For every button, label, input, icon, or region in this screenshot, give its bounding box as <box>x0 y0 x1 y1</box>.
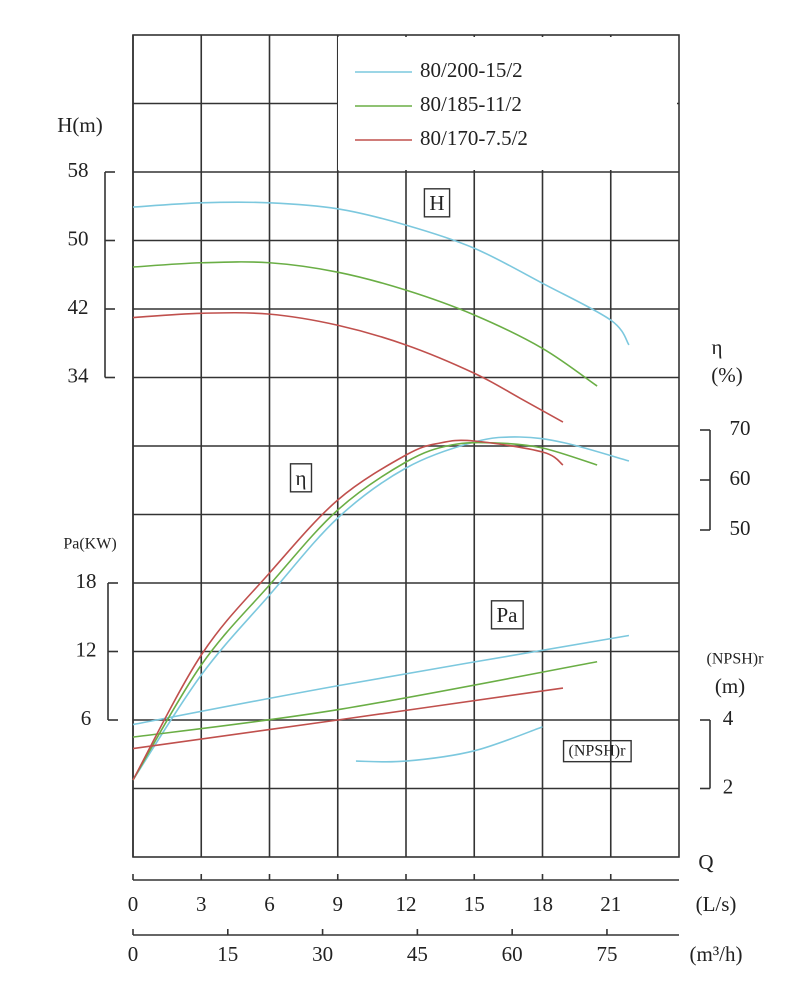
x-tick-label: 6 <box>264 892 275 916</box>
y-tick-label: 2 <box>723 774 734 798</box>
y-axis-unit: (m) <box>715 674 745 698</box>
y-tick-label: 50 <box>730 516 751 540</box>
x-tick-label: 21 <box>600 892 621 916</box>
x-tick-label: 12 <box>396 892 417 916</box>
x-axis-unit: (L/s) <box>696 892 737 916</box>
curve-label: H <box>429 191 444 215</box>
curve <box>132 436 630 781</box>
curve-label-box <box>423 188 451 218</box>
curve <box>132 201 630 346</box>
x-tick-label: 15 <box>464 892 485 916</box>
y-tick-label: 18 <box>76 569 97 593</box>
curve-label: Pa <box>497 603 519 627</box>
curve-label-box <box>289 463 313 493</box>
curve <box>132 634 630 726</box>
y-tick-label: 60 <box>730 466 751 490</box>
y-axis-label: Pa(KW) <box>63 536 116 553</box>
y-axis-label: (NPSH)r <box>707 651 765 668</box>
curve <box>132 441 598 781</box>
curve <box>355 726 543 763</box>
x-tick-label: 0 <box>128 892 139 916</box>
curve-label: η <box>296 466 307 490</box>
x-tick-label: 60 <box>502 942 523 966</box>
y-tick-label: 58 <box>68 158 89 182</box>
y-axis-unit: (%) <box>711 363 742 387</box>
y-tick-label: 12 <box>76 637 97 661</box>
x-tick-label: 15 <box>217 942 238 966</box>
x-tick-label: 3 <box>196 892 207 916</box>
x-tick-label: 9 <box>333 892 344 916</box>
curve <box>132 660 598 738</box>
x-tick-label: 0 <box>128 942 139 966</box>
y-tick-label: 50 <box>68 226 89 250</box>
plot: Hη Pa (NPSH)r 80/200-15/2 80/185-11/2 80/170-… <box>132 58 632 781</box>
curve-label-box <box>490 600 524 630</box>
curve <box>132 261 598 387</box>
x-tick-label: 18 <box>532 892 553 916</box>
x-tick-label: 30 <box>312 942 333 966</box>
curve-label: (NPSH)r <box>569 743 627 760</box>
legend-label: 80/200-15/2 <box>420 58 523 82</box>
curve-label-box <box>562 739 632 763</box>
curve <box>132 687 564 750</box>
y-tick-label: 34 <box>68 363 90 387</box>
y-axis-label: η <box>712 335 723 359</box>
legend-background <box>338 37 677 170</box>
x-axis-unit: (m³/h) <box>690 942 743 966</box>
x-axis-label: Q <box>698 850 713 874</box>
grid <box>132 35 679 857</box>
y-tick-label: 42 <box>68 295 89 319</box>
legend-label: 80/170-7.5/2 <box>420 126 528 150</box>
curve <box>132 439 564 781</box>
y-tick-label: 70 <box>730 416 751 440</box>
y-axis-label: H(m) <box>57 113 103 137</box>
x-tick-label: 45 <box>407 942 428 966</box>
axes: 0 3 6 9 12 15 18 21 (L/s)0 15 30 45 60 75 (m³/h)Q34425… <box>57 113 764 966</box>
legend-label: 80/185-11/2 <box>420 92 522 116</box>
curve <box>132 311 564 423</box>
y-tick-label: 6 <box>81 706 92 730</box>
x-tick-label: 75 <box>596 942 617 966</box>
y-tick-label: 4 <box>723 706 734 730</box>
